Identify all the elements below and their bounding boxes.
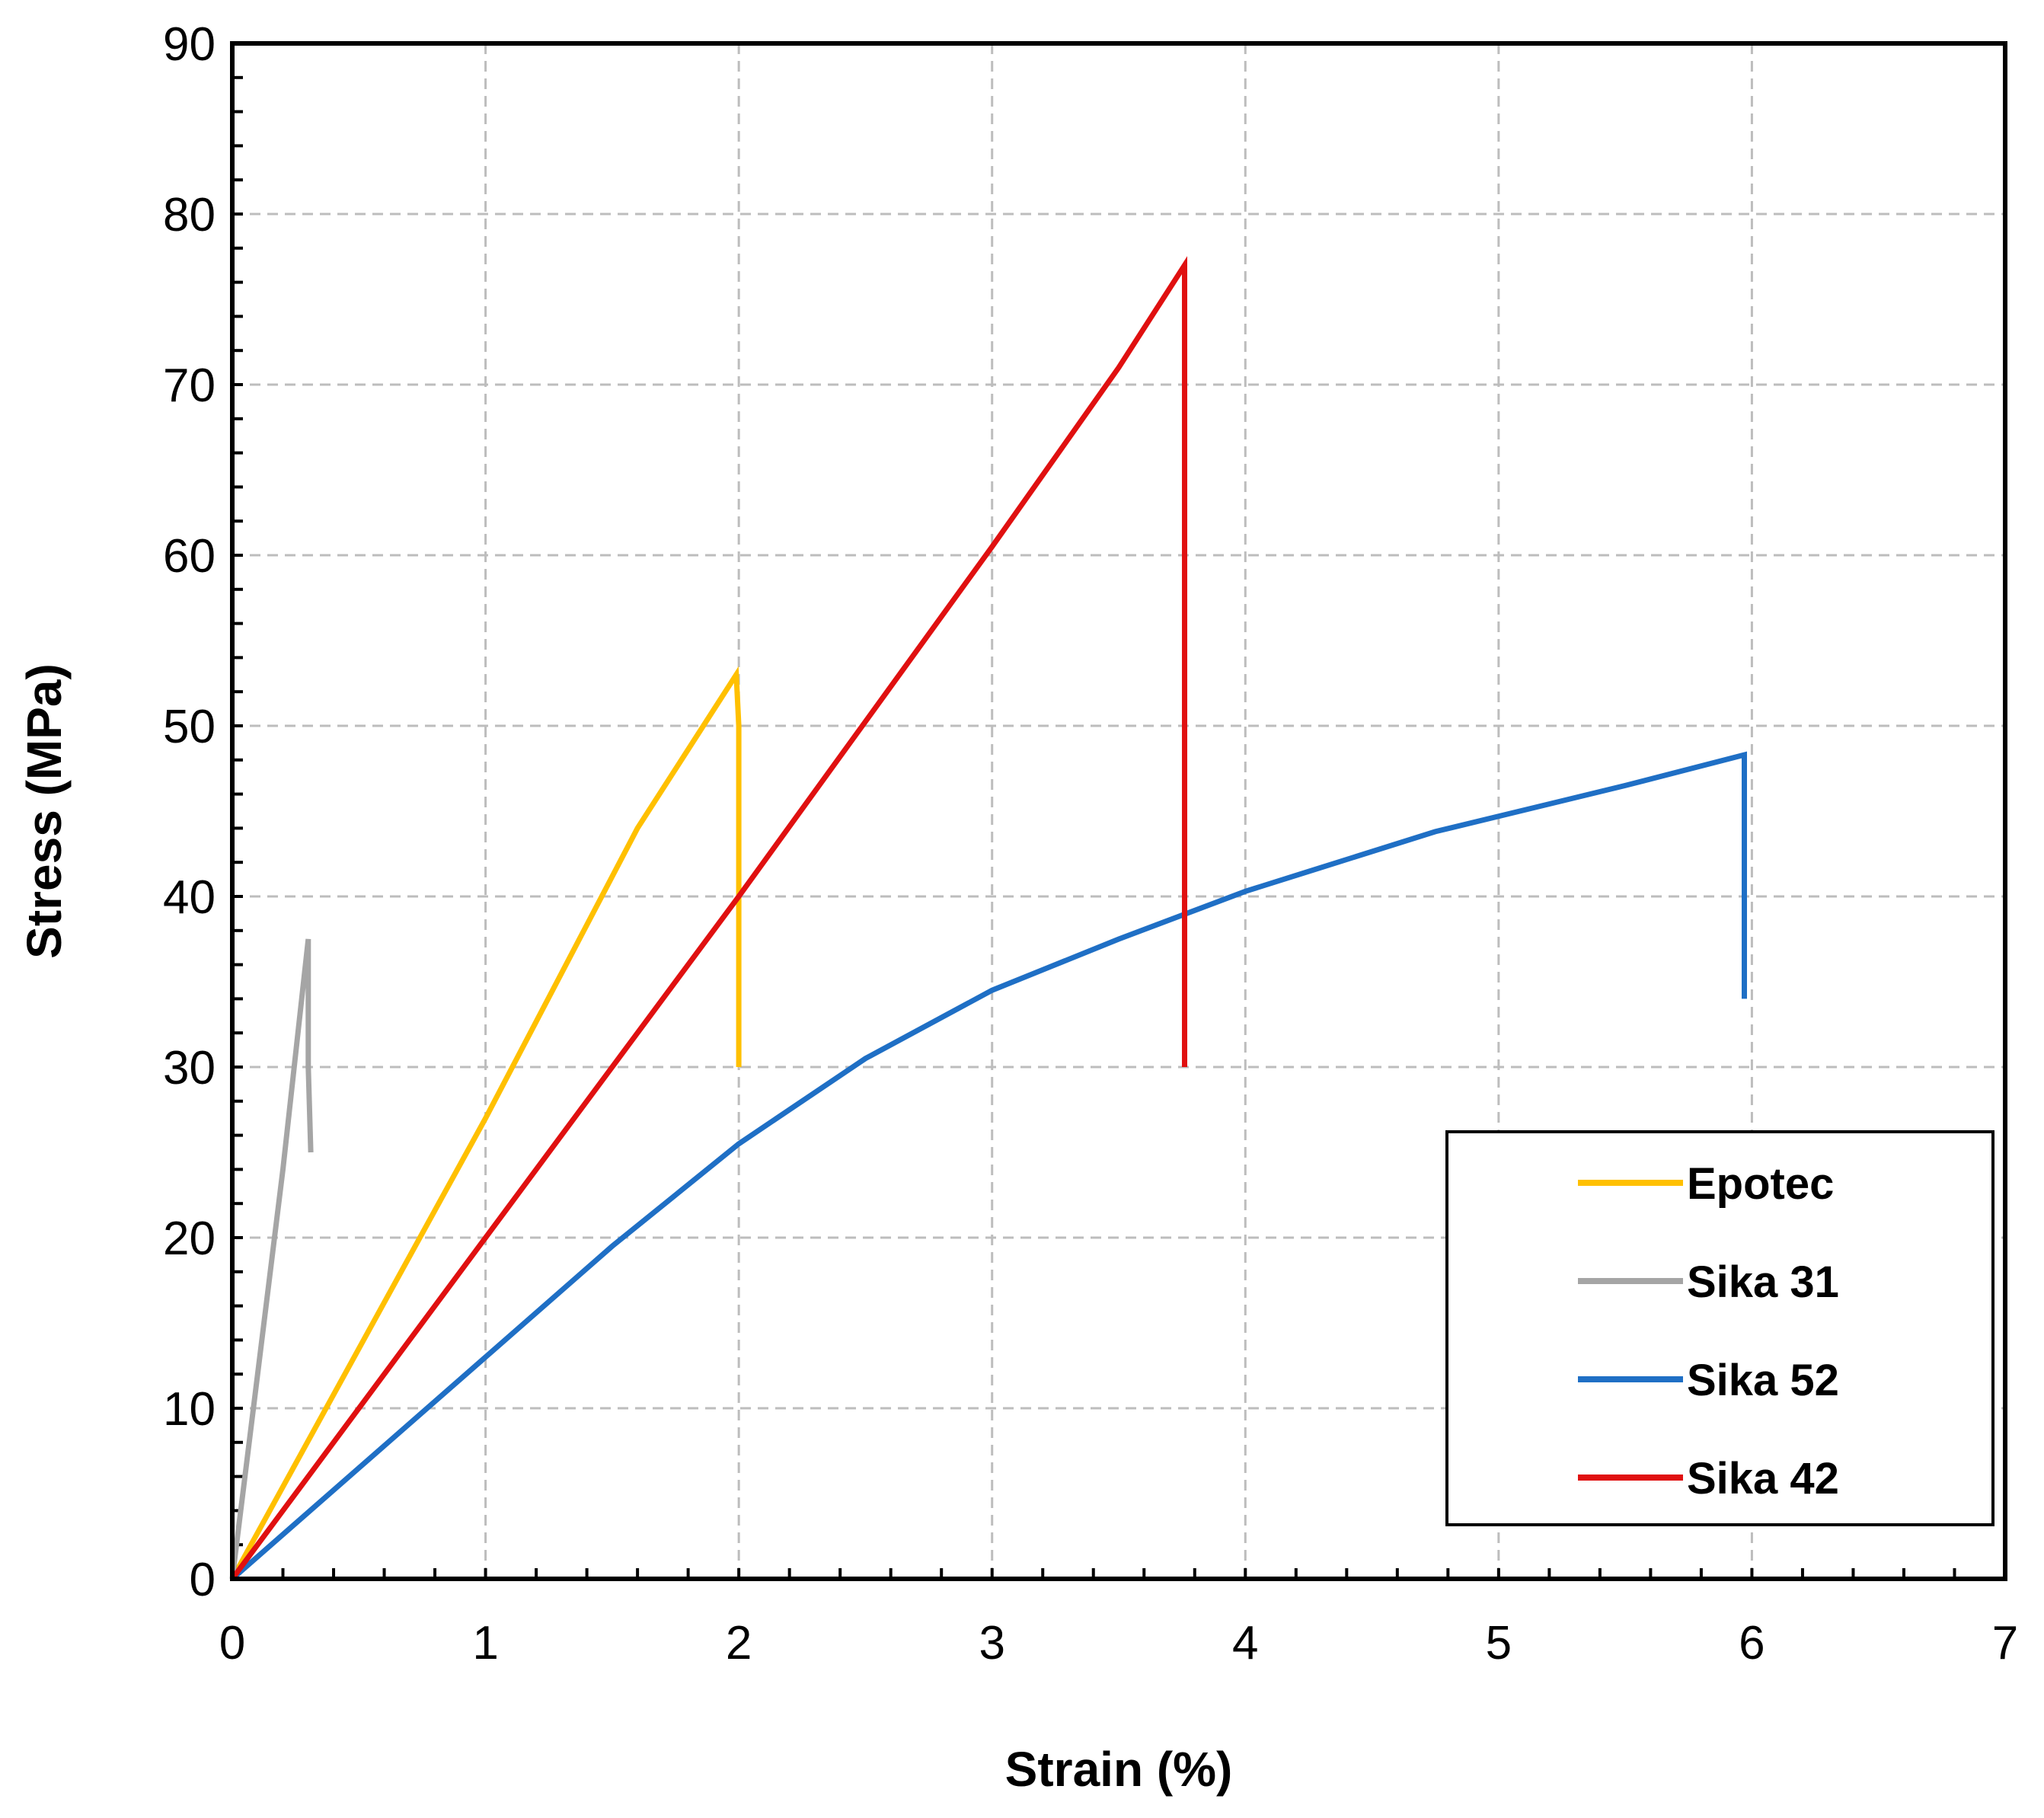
- y-tick-label-6: 60: [163, 530, 216, 583]
- legend-label-sika-52: Sika 52: [1687, 1356, 1839, 1405]
- x-tick-label-4: 4: [1232, 1617, 1258, 1669]
- legend-label-sika-31: Sika 31: [1687, 1257, 1839, 1307]
- x-tick-label-6: 6: [1739, 1617, 1765, 1669]
- y-tick-label-9: 90: [163, 18, 216, 71]
- y-tick-label-8: 80: [163, 189, 216, 241]
- y-tick-label-4: 40: [163, 871, 216, 924]
- legend-box: [1445, 1130, 1994, 1526]
- y-tick-label-0: 0: [190, 1554, 216, 1606]
- y-tick-labels: 0 10 20 30 40 50 60 70 80 90: [163, 18, 216, 1606]
- plot-frame: [230, 41, 2007, 1581]
- y-axis-title: Stress (MPa): [17, 663, 72, 959]
- y-tick-label-2: 20: [163, 1213, 216, 1265]
- y-tick-label-1: 10: [163, 1383, 216, 1436]
- x-tick-label-0: 0: [219, 1617, 245, 1669]
- x-tick-label-5: 5: [1486, 1617, 1512, 1669]
- series-line-sika-31: [229, 938, 314, 1580]
- y-tick-label-3: 30: [163, 1042, 216, 1094]
- legend-label-sika-42: Sika 42: [1687, 1454, 1839, 1503]
- legend-label-epotec: Epotec: [1687, 1159, 1834, 1209]
- x-tick-label-7: 7: [1992, 1617, 2018, 1669]
- x-tick-label-3: 3: [979, 1617, 1004, 1669]
- legend: Epotec Sika 31 Sika 52 Sika 42: [1445, 1130, 1994, 1526]
- x-axis-title: Strain (%): [1005, 1742, 1233, 1797]
- series-line-sika-52: [230, 751, 1747, 1581]
- series-line-sika-42: [230, 256, 1187, 1581]
- x-tick-label-2: 2: [726, 1617, 752, 1669]
- x-tick-labels: 0 1 2 3 4 5 6 7: [219, 1617, 2018, 1669]
- x-tick-label-1: 1: [472, 1617, 498, 1669]
- series-lines: [229, 256, 1747, 1581]
- y-tick-label-5: 50: [163, 701, 216, 753]
- series-line-epotec: [229, 666, 742, 1580]
- y-tick-label-7: 70: [163, 359, 216, 412]
